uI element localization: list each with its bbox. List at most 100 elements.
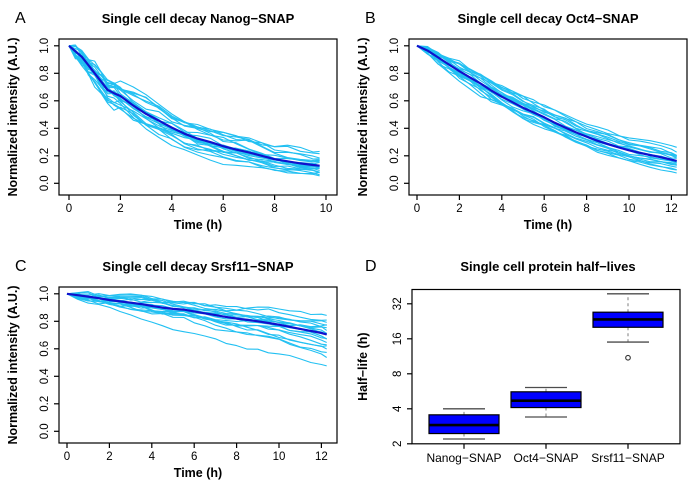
chart-c-svg: 0 2 4 6 8 10 12 Time (h) 0.0 0.2 0.4 0.6 0.8 1.0 Norma… (6, 285, 338, 480)
y-tick-label: 0.4 (389, 120, 401, 137)
x-tick-label: 10 (320, 203, 333, 215)
chart-c-x-axis-label: Time (h) (174, 466, 222, 480)
y-tick-label: 32 (392, 297, 404, 310)
cell-trace (68, 45, 320, 169)
y-tick-label: 1.0 (389, 38, 401, 54)
chart-d-box-0 (428, 408, 500, 440)
chart-d-box-2 (592, 293, 664, 361)
y-tick-label: 0.0 (39, 423, 51, 439)
y-tick-label: 8 (392, 371, 404, 377)
y-tick-label: 0.8 (39, 313, 51, 329)
cell-trace (416, 45, 677, 171)
x-tick-label: 12 (315, 451, 328, 463)
x-tick-label: 12 (665, 203, 678, 215)
x-tick-label: 0 (66, 203, 72, 215)
chart-c-cell-traces (66, 291, 328, 367)
cell-trace (68, 45, 320, 168)
chart-a-x-axis-label: Time (h) (174, 218, 222, 232)
panel-b-title: Single cell decay Oct4−SNAP (457, 11, 639, 26)
y-tick-label: 0.4 (39, 368, 51, 385)
chart-a-mean-trace (68, 44, 320, 167)
panel-d: D Single cell protein half−lives Nanog−S… (350, 248, 700, 495)
cell-trace (66, 291, 328, 331)
panel-c-letter: C (15, 258, 27, 275)
x-tick-label: 4 (149, 451, 156, 463)
panel-d-letter: D (365, 258, 377, 275)
cell-trace (66, 293, 328, 358)
chart-c: 0 2 4 6 8 10 12 Time (h) 0.0 0.2 0.4 0.6 0.8 1.0 Norma… (0, 248, 350, 495)
cell-trace (66, 293, 327, 367)
panel-a-letter: A (15, 10, 26, 27)
chart-a-x-axis: 0 2 4 6 8 10 (66, 195, 333, 215)
chart-b-x-axis: 0 2 4 6 8 10 12 (414, 195, 678, 215)
x-tick-label: 10 (623, 203, 636, 215)
panel-b-letter: B (365, 10, 376, 27)
chart-b-y-axis: 0.0 0.2 0.4 0.6 0.8 1.0 (389, 38, 409, 191)
category-label: Srsf11−SNAP (591, 451, 664, 465)
cell-trace (416, 45, 677, 148)
chart-d-y-axis: 2 4 8 16 32 (392, 297, 412, 447)
cell-trace (68, 45, 320, 168)
chart-c-plot-box (58, 286, 338, 444)
chart-d-plot-box (411, 288, 681, 445)
cell-trace (68, 45, 320, 177)
cell-trace (416, 45, 677, 165)
x-tick-label: 8 (233, 451, 239, 463)
x-tick-label: 4 (499, 203, 506, 215)
cell-trace (68, 45, 320, 161)
y-tick-label: 0.0 (39, 175, 51, 191)
panel-c-title: Single cell decay Srsf11−SNAP (102, 259, 294, 274)
y-tick-label: 0.4 (39, 120, 51, 137)
panel-a-title: Single cell decay Nanog−SNAP (101, 11, 295, 26)
y-tick-label: 0.8 (389, 65, 401, 81)
x-tick-label: 2 (117, 203, 123, 215)
y-tick-label: 0.8 (39, 65, 51, 81)
cell-trace (68, 45, 320, 172)
chart-b-x-axis-label: Time (h) (524, 218, 572, 232)
chart-c-x-axis: 0 2 4 6 8 10 12 (64, 443, 328, 463)
y-tick-label: 1.0 (39, 286, 51, 302)
chart-b-svg: 0 2 4 6 8 10 12 Time (h) 0.0 0.2 0.4 0.6 0.8 1.0 Norma… (356, 37, 688, 232)
category-label: Oct4−SNAP (513, 451, 578, 465)
chart-d-svg: Nanog−SNAP Oct4−SNAP Srsf11−SNAP 2 4 8 16 32 Hal… (356, 288, 681, 465)
y-tick-label: 0.6 (389, 93, 401, 109)
cell-trace (68, 45, 320, 175)
y-tick-label: 1.0 (39, 38, 51, 54)
chart-c-y-axis: 0.0 0.2 0.4 0.6 0.8 1.0 (39, 286, 59, 439)
y-tick-label: 0.2 (39, 396, 51, 412)
chart-c-mean-trace (66, 292, 327, 336)
x-tick-label: 0 (414, 203, 420, 215)
chart-b-y-axis-label: Normalized intensity (A.U.) (356, 37, 370, 196)
y-tick-label: 0.2 (389, 148, 401, 164)
chart-a: 0 2 4 6 8 10 Time (h) 0.0 0.2 0.4 0.6 0.8 1.0 Normali… (0, 0, 350, 248)
y-tick-label: 0.0 (389, 175, 401, 191)
chart-b: 0 2 4 6 8 10 12 Time (h) 0.0 0.2 0.4 0.6 0.8 1.0 Norma… (350, 0, 700, 248)
cell-trace (66, 293, 327, 350)
x-tick-label: 6 (220, 203, 226, 215)
x-tick-label: 4 (169, 203, 176, 215)
chart-a-y-axis: 0.0 0.2 0.4 0.6 0.8 1.0 (39, 38, 59, 191)
chart-c-y-axis-label: Normalized intensity (A.U.) (6, 285, 20, 444)
chart-b-plot-box (408, 38, 688, 196)
chart-a-plot-box (58, 38, 338, 196)
chart-d-box-1 (510, 386, 582, 418)
chart-b-cell-traces (416, 45, 677, 174)
panel-c: C Single cell decay Srsf11−SNAP 0 2 4 6 8 10 1… (0, 248, 350, 495)
cell-trace (416, 45, 677, 174)
cell-trace (416, 45, 677, 166)
x-tick-label: 2 (456, 203, 462, 215)
x-tick-label: 0 (64, 451, 70, 463)
chart-d: Nanog−SNAP Oct4−SNAP Srsf11−SNAP 2 4 8 16 32 Hal… (350, 248, 700, 495)
panel-d-title: Single cell protein half−lives (460, 259, 636, 274)
x-tick-label: 10 (273, 451, 286, 463)
y-tick-label: 4 (392, 405, 404, 412)
chart-d-x-axis: Nanog−SNAP Oct4−SNAP Srsf11−SNAP (426, 443, 665, 465)
y-tick-label: 0.6 (39, 341, 51, 357)
x-tick-label: 6 (541, 203, 547, 215)
chart-b-mean-trace (416, 44, 677, 162)
category-label: Nanog−SNAP (426, 451, 501, 465)
chart-d-y-axis-label: Half−life (h) (356, 332, 370, 400)
x-tick-label: 2 (106, 451, 112, 463)
cell-trace (416, 45, 677, 168)
chart-a-y-axis-label: Normalized intensity (A.U.) (6, 37, 20, 196)
